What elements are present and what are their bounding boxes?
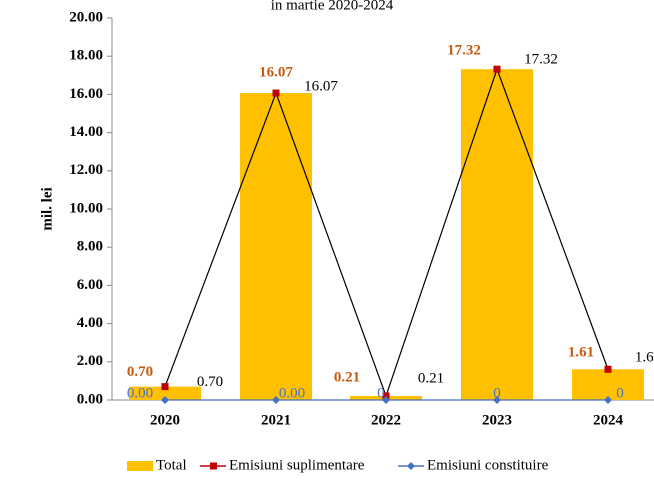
marker bbox=[161, 396, 169, 404]
bar-value-label: 17.32 bbox=[447, 43, 481, 59]
chart-title: in martie 2020-2024 bbox=[271, 0, 394, 13]
y-tick-label: 4.00 bbox=[77, 315, 103, 331]
bar bbox=[240, 93, 312, 401]
y-tick-label: 10.00 bbox=[69, 200, 103, 216]
legend-marker bbox=[407, 462, 415, 470]
marker bbox=[382, 392, 390, 400]
marker bbox=[161, 383, 169, 391]
bar-value-label: 0.21 bbox=[334, 369, 360, 385]
x-tick-label: 2020 bbox=[150, 412, 180, 428]
bar-value-label: 0.70 bbox=[127, 364, 153, 380]
bar bbox=[129, 386, 201, 400]
line-value-label: 1.61 bbox=[635, 350, 654, 366]
y-tick-label: 20.00 bbox=[69, 9, 103, 25]
marker bbox=[272, 396, 280, 404]
line-value-label: 0.21 bbox=[418, 370, 444, 386]
x-tick-label: 2024 bbox=[593, 412, 624, 428]
bar-value-label: 1.61 bbox=[568, 345, 594, 361]
legend-swatch bbox=[127, 461, 153, 471]
line-value-label: 16.07 bbox=[304, 79, 338, 95]
line bbox=[164, 67, 609, 398]
y-tick-label: 12.00 bbox=[69, 162, 103, 178]
legend-label: Emisiuni constituire bbox=[427, 457, 549, 473]
marker bbox=[272, 89, 280, 97]
bar bbox=[572, 369, 644, 400]
marker bbox=[493, 65, 501, 73]
y-tick-label: 0.00 bbox=[77, 391, 103, 407]
y-tick-label: 2.00 bbox=[77, 353, 103, 369]
line-value-label: 0 bbox=[377, 385, 385, 401]
marker bbox=[604, 396, 612, 404]
line-value-label: 0 bbox=[616, 385, 624, 401]
legend-label: Total bbox=[156, 457, 187, 473]
marker bbox=[604, 365, 612, 373]
y-tick-label: 6.00 bbox=[77, 277, 103, 293]
x-tick-label: 2022 bbox=[371, 412, 401, 428]
legend-marker bbox=[210, 462, 217, 470]
y-tick-label: 18.00 bbox=[69, 48, 103, 64]
line-value-label: 0.70 bbox=[197, 374, 223, 390]
line-value-label: 0 bbox=[493, 385, 501, 401]
y-tick-label: 14.00 bbox=[69, 124, 103, 140]
bar-value-label: 16.07 bbox=[259, 65, 293, 81]
line-value-label: 0.00 bbox=[127, 385, 153, 401]
bar bbox=[461, 69, 533, 401]
x-tick-label: 2021 bbox=[261, 412, 291, 428]
x-tick-label: 2023 bbox=[482, 412, 512, 428]
legend-label: Emisiuni suplimentare bbox=[229, 457, 365, 473]
line-value-label: 0.00 bbox=[279, 385, 305, 401]
y-tick-label: 8.00 bbox=[77, 239, 103, 255]
y-axis-label: mil. lei bbox=[39, 187, 55, 230]
y-tick-label: 16.00 bbox=[69, 86, 103, 102]
marker bbox=[493, 396, 501, 404]
marker bbox=[382, 396, 390, 404]
line-value-label: 17.32 bbox=[524, 52, 558, 68]
